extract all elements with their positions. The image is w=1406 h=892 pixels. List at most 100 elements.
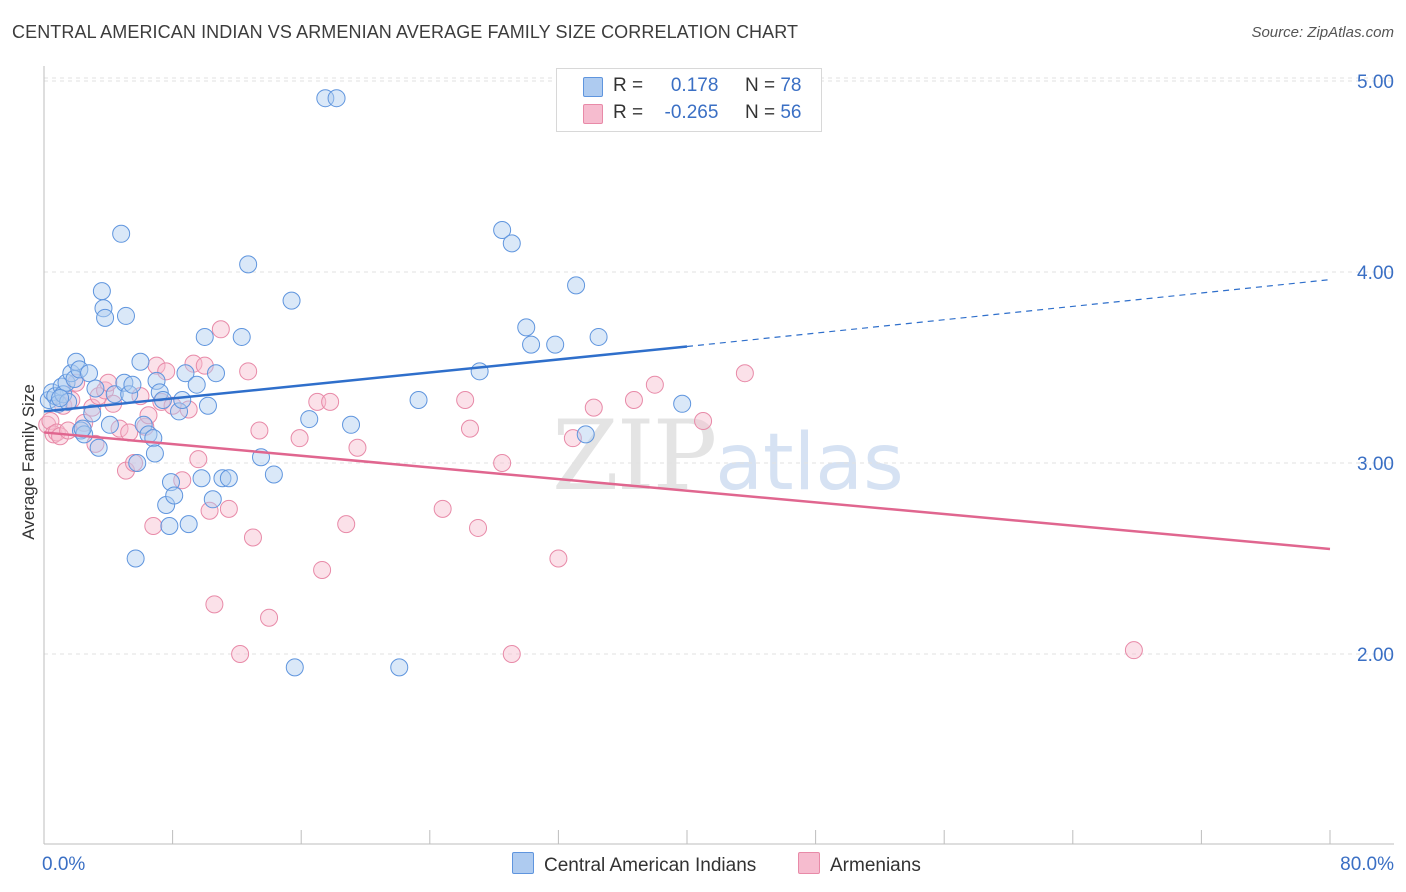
point-central-american-indian xyxy=(576,425,595,444)
point-armenian xyxy=(313,560,332,579)
point-armenian xyxy=(219,499,238,518)
point-armenian xyxy=(200,501,219,520)
point-armenian xyxy=(239,362,258,381)
point-central-american-indian xyxy=(128,454,147,472)
watermark: ZIPatlas xyxy=(552,400,904,512)
point-armenian xyxy=(694,411,713,430)
legend-swatch-blue xyxy=(512,852,534,874)
point-central-american-indian xyxy=(207,364,226,383)
y-tick-label: 2.00 xyxy=(1357,645,1394,666)
trend-line-extension xyxy=(686,279,1331,348)
point-central-american-indian xyxy=(517,318,536,337)
y-tick-label: 3.00 xyxy=(1357,454,1394,475)
point-armenian xyxy=(41,411,60,430)
legend-swatch-pink xyxy=(798,852,820,874)
point-armenian xyxy=(1124,641,1143,660)
y-tick-label: 4.00 xyxy=(1357,263,1394,284)
x-tick-label: 80.0% xyxy=(1340,854,1394,875)
y-tick-label: 5.00 xyxy=(1357,72,1394,93)
point-central-american-indian xyxy=(92,282,111,301)
point-central-american-indian xyxy=(176,364,195,383)
trend-line-central-american-indians xyxy=(43,345,688,413)
point-armenian xyxy=(250,421,269,440)
point-armenian xyxy=(173,471,192,490)
point-armenian xyxy=(735,364,754,383)
point-central-american-indian xyxy=(89,438,108,457)
legend-n-value: 56 xyxy=(780,102,802,123)
legend-item-armenians: Armenians xyxy=(798,852,921,877)
point-central-american-indian xyxy=(116,306,135,325)
point-central-american-indian xyxy=(282,291,301,310)
point-central-american-indian xyxy=(342,415,361,434)
point-armenian xyxy=(624,390,643,409)
point-armenian xyxy=(139,406,158,425)
point-central-american-indian xyxy=(264,465,283,484)
point-central-american-indian xyxy=(470,362,489,381)
point-armenian xyxy=(584,398,603,417)
point-central-american-indian xyxy=(100,415,119,434)
legend-item-central-american-indians: Central American Indians xyxy=(512,852,756,877)
point-armenian xyxy=(645,375,664,394)
legend-r-value: 0.178 xyxy=(670,75,719,96)
point-armenian xyxy=(205,595,224,614)
point-armenian xyxy=(260,608,279,627)
point-armenian xyxy=(321,392,340,411)
x-tick-label: 0.0% xyxy=(42,854,85,875)
legend-n-label: N = xyxy=(744,102,776,123)
point-central-american-indian xyxy=(502,234,521,253)
axes xyxy=(43,66,1394,845)
point-central-american-indian xyxy=(126,549,145,568)
point-central-american-indian xyxy=(83,404,102,423)
point-armenian xyxy=(348,438,367,457)
point-armenian xyxy=(144,517,163,536)
point-armenian xyxy=(549,549,568,568)
point-central-american-indian xyxy=(105,385,124,404)
point-central-american-indian xyxy=(131,352,150,371)
point-central-american-indian xyxy=(232,327,251,346)
point-central-american-indian xyxy=(567,276,586,295)
legend-series-name: Armenians xyxy=(830,855,921,876)
point-central-american-indian xyxy=(51,389,70,408)
point-armenian xyxy=(157,362,176,381)
point-central-american-indian xyxy=(219,469,238,488)
legend-r-label: R = xyxy=(613,75,644,96)
point-central-american-indian xyxy=(300,410,319,429)
point-central-american-indian xyxy=(86,379,105,398)
data-points xyxy=(38,89,1143,677)
legend-swatch-pink xyxy=(583,104,603,124)
y-axis-label: Average Family Size xyxy=(19,384,38,540)
point-armenian xyxy=(493,454,512,472)
watermark-atlas: atlas xyxy=(715,418,904,508)
point-central-american-indian xyxy=(546,335,565,354)
legend-r-value: -0.265 xyxy=(664,102,719,123)
watermark-zip: ZIP xyxy=(552,400,717,512)
point-armenian xyxy=(211,320,230,339)
chart-title: CENTRAL AMERICAN INDIAN VS ARMENIAN AVER… xyxy=(12,22,799,42)
point-central-american-indian xyxy=(165,486,184,505)
point-central-american-indian xyxy=(70,360,89,379)
point-central-american-indian xyxy=(327,89,346,108)
point-central-american-indian xyxy=(96,308,115,327)
point-central-american-indian xyxy=(112,224,131,243)
point-central-american-indian xyxy=(192,469,211,488)
point-central-american-indian xyxy=(173,390,192,409)
source-label: Source: ZipAtlas.com xyxy=(1251,24,1394,41)
point-central-american-indian xyxy=(195,327,214,346)
point-armenian xyxy=(189,450,208,469)
trend-line-armenians xyxy=(43,431,1331,551)
point-central-american-indian xyxy=(161,473,180,492)
point-central-american-indian xyxy=(179,515,198,534)
point-armenian xyxy=(231,645,250,663)
point-central-american-indian xyxy=(94,299,113,318)
point-central-american-indian xyxy=(213,469,232,488)
point-armenian xyxy=(456,390,475,409)
point-armenian xyxy=(433,499,452,518)
point-central-american-indian xyxy=(123,375,142,394)
axis-labels: 2.00 3.00 4.00 5.00 0.0% 80.0% Average Family … xyxy=(19,72,1394,875)
point-central-american-indian xyxy=(147,371,166,390)
point-armenian xyxy=(243,528,262,547)
point-central-american-indian xyxy=(390,658,409,677)
point-central-american-indian xyxy=(134,415,153,434)
point-armenian xyxy=(469,518,488,537)
